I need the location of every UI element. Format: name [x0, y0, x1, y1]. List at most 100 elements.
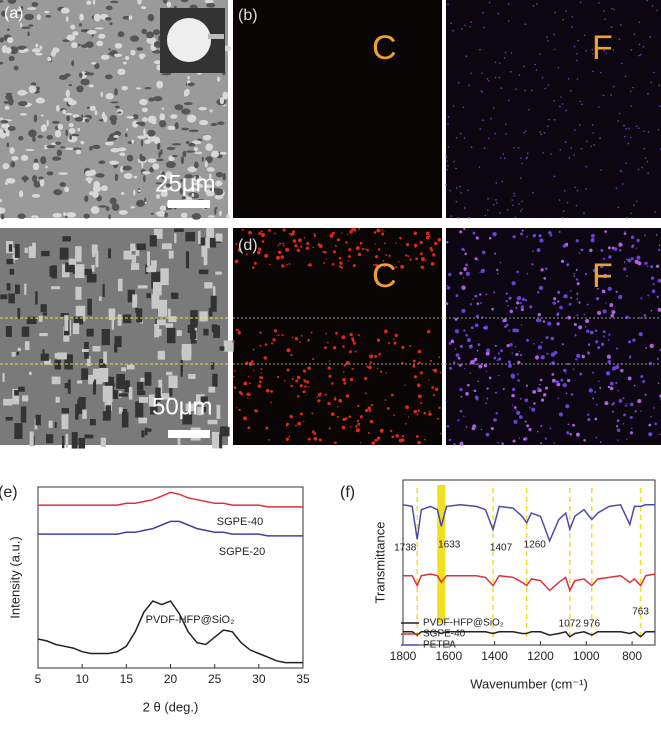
pore [35, 86, 40, 91]
c-signal [237, 329, 240, 331]
f-signal [573, 154, 575, 156]
f-signal [474, 357, 478, 361]
series-label: SGPE-40 [217, 516, 263, 528]
fracture [77, 399, 83, 414]
pore [17, 8, 22, 12]
panel-label: (b) [238, 7, 258, 24]
c-signal [243, 416, 248, 421]
pore [144, 201, 147, 204]
f-signal [531, 263, 534, 266]
f-signal [616, 428, 621, 432]
fracture [114, 336, 122, 348]
fracture [62, 435, 65, 449]
f-signal [481, 91, 484, 93]
f-signal [550, 352, 556, 357]
pore [53, 189, 63, 196]
pore [183, 90, 187, 98]
f-signal [603, 335, 606, 338]
f-signal [587, 418, 591, 422]
f-signal [446, 168, 448, 171]
c-signal [375, 263, 379, 267]
fracture [185, 403, 196, 412]
f-signal [572, 423, 575, 427]
pore [91, 61, 97, 65]
f-signal [624, 404, 628, 407]
c-signal [328, 360, 331, 362]
pore [105, 5, 113, 11]
pore [147, 158, 157, 163]
f-signal [548, 118, 550, 121]
c-signal [331, 382, 334, 385]
c-signal [285, 247, 290, 252]
pore [0, 119, 9, 124]
f-signal [487, 197, 489, 200]
f-signal [649, 343, 654, 349]
fracture [180, 360, 183, 372]
fracture [203, 248, 208, 266]
f-signal [635, 247, 637, 249]
f-signal [469, 372, 471, 375]
f-signal [494, 132, 496, 135]
pore [104, 74, 113, 80]
fracture [14, 423, 23, 439]
element-label: F [592, 29, 613, 67]
highlight-band [437, 485, 446, 623]
pore [56, 149, 63, 157]
pore [74, 117, 84, 122]
f-signal [560, 378, 564, 382]
pore [121, 191, 125, 196]
fracture [40, 304, 47, 313]
f-signal [455, 187, 458, 189]
pore [145, 31, 155, 39]
pore [28, 85, 37, 94]
pore [165, 171, 173, 179]
fracture [220, 426, 228, 436]
pore [160, 190, 168, 198]
c-signal [261, 233, 265, 237]
fracture [176, 330, 182, 336]
f-signal [466, 338, 471, 343]
c-signal [424, 438, 426, 441]
f-signal [637, 168, 640, 171]
fracture [92, 346, 101, 352]
pore [0, 207, 6, 214]
pore [36, 14, 41, 20]
c-signal [316, 396, 318, 398]
c-signal [335, 331, 338, 335]
c-signal [257, 247, 262, 251]
f-signal [594, 329, 598, 332]
pore [30, 215, 39, 219]
f-signal [646, 0, 648, 2]
f-signal [584, 325, 587, 328]
f-signal [517, 360, 521, 365]
annotation-label: 976 [583, 619, 600, 630]
f-signal [599, 137, 601, 139]
f-signal [657, 382, 660, 384]
pore [117, 111, 122, 114]
pore [113, 53, 123, 57]
pore [156, 142, 161, 151]
c-signal [409, 258, 412, 261]
pore [197, 183, 204, 188]
c-signal [381, 232, 385, 236]
fracture [45, 434, 54, 444]
pore [98, 33, 106, 39]
pore [209, 109, 213, 113]
x-tick-label: 15 [120, 672, 134, 686]
panel-label: (a) [4, 5, 24, 22]
pore [151, 121, 157, 125]
f-signal [472, 231, 476, 235]
element-label: C [372, 29, 397, 67]
f-signal [461, 247, 465, 251]
c-signal [272, 338, 276, 342]
c-signal [319, 392, 322, 395]
f-signal [520, 308, 524, 312]
fracture [78, 437, 86, 449]
f-signal [644, 261, 648, 266]
f-signal [558, 412, 563, 417]
pore [110, 0, 119, 4]
f-signal [617, 439, 619, 441]
f-signal [618, 398, 623, 403]
f-signal [514, 345, 517, 348]
f-signal [462, 106, 465, 108]
